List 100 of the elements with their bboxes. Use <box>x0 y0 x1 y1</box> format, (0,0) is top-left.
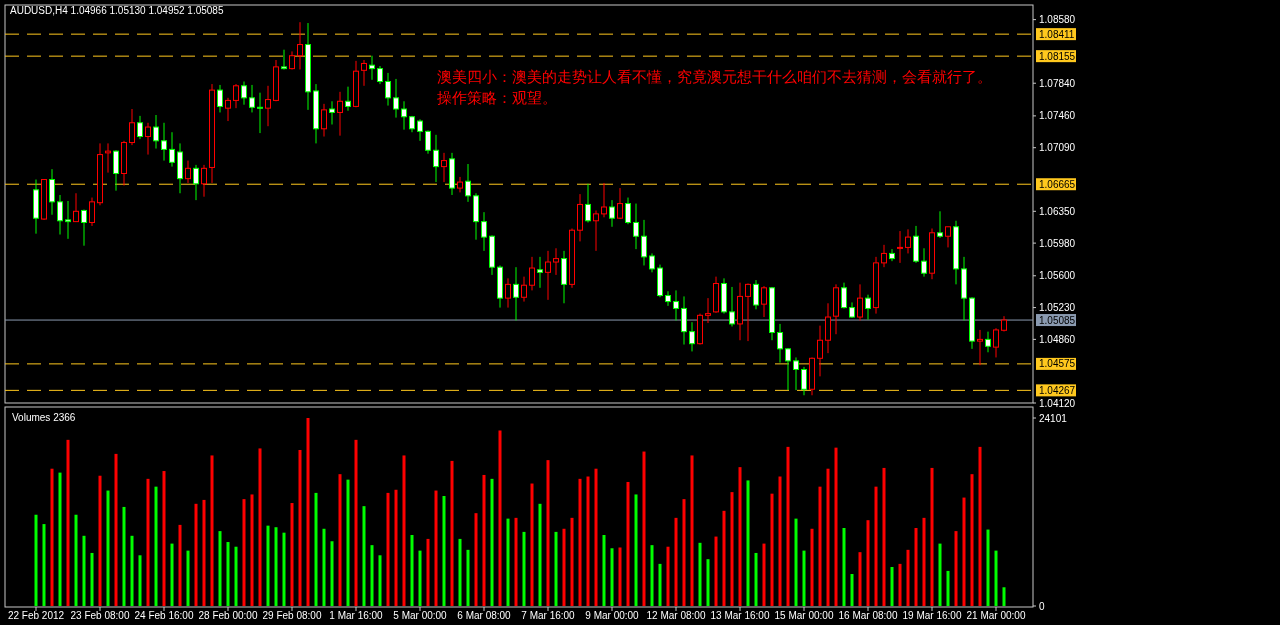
candlestick <box>129 108 135 146</box>
candlestick <box>889 248 895 262</box>
bar <box>682 499 686 606</box>
candlestick <box>169 131 175 168</box>
candlestick <box>681 295 687 346</box>
candlestick <box>369 55 375 81</box>
bar <box>426 538 430 606</box>
bar <box>938 543 942 606</box>
bar <box>562 528 566 606</box>
candlestick <box>665 290 671 307</box>
bar <box>786 446 790 606</box>
ref-line-label: 1.05085 <box>1039 314 1076 326</box>
candlestick <box>105 142 111 174</box>
candlestick <box>673 289 679 321</box>
candlestick <box>857 283 863 321</box>
bar <box>874 486 878 606</box>
bar <box>298 449 302 606</box>
bar <box>618 547 622 606</box>
x-tick-label: 21 Mar 00:00 <box>966 610 1026 621</box>
y-tick-label: 1.05600 <box>1039 270 1076 282</box>
candlestick <box>345 86 351 112</box>
bar <box>210 455 214 606</box>
bar <box>106 490 110 606</box>
candlestick <box>945 226 951 248</box>
bar <box>986 529 990 606</box>
candlestick <box>137 115 143 140</box>
candlestick <box>153 114 159 150</box>
y-tick-label: 1.05230 <box>1039 302 1076 314</box>
y-tick-label: 24101 <box>1039 412 1068 424</box>
bar <box>306 418 310 606</box>
candlestick <box>393 78 399 119</box>
candlestick <box>905 228 911 254</box>
bar <box>434 490 438 606</box>
y-tick-label: 1.08580 <box>1039 14 1076 26</box>
bar <box>186 550 190 606</box>
bar <box>578 478 582 606</box>
candlestick <box>865 294 871 321</box>
x-tick-label: 6 Mar 08:00 <box>457 610 512 621</box>
bar <box>554 531 558 606</box>
bar <box>362 506 366 606</box>
bar <box>586 476 590 606</box>
bar <box>370 545 374 606</box>
chart-title: AUDUSD,H4 1.04966 1.05130 1.04952 1.05085 <box>10 5 224 16</box>
candlestick <box>801 366 807 396</box>
y-tick-label: 1.07090 <box>1039 142 1076 154</box>
bar <box>394 489 398 606</box>
x-tick-label: 7 Mar 16:00 <box>521 610 576 621</box>
candlestick <box>233 83 239 109</box>
candlestick <box>529 256 535 291</box>
bar <box>778 476 782 606</box>
candlestick <box>241 81 247 106</box>
bar <box>610 548 614 606</box>
candlestick <box>361 59 367 87</box>
x-tick-label: 12 Mar 08:00 <box>646 610 706 621</box>
x-tick-label: 24 Feb 16:00 <box>134 610 194 621</box>
candlestick <box>433 134 439 183</box>
bar <box>690 455 694 606</box>
bar <box>466 549 470 606</box>
bar <box>842 528 846 606</box>
candlestick <box>465 163 471 203</box>
bar <box>802 550 806 606</box>
bar <box>906 549 910 606</box>
y-tick-label: 1.07460 <box>1039 110 1076 122</box>
y-tick-label: 1.04860 <box>1039 333 1076 345</box>
candlestick <box>985 331 991 353</box>
bar <box>34 514 38 606</box>
candlestick <box>705 297 711 324</box>
candlestick <box>537 256 543 289</box>
bar <box>402 455 406 606</box>
candlestick <box>841 282 847 309</box>
ref-line-label: 1.08411 <box>1039 28 1075 40</box>
candlestick <box>897 230 903 264</box>
bar <box>962 497 966 606</box>
bar <box>282 532 286 606</box>
candlestick <box>761 285 767 318</box>
candlestick <box>89 197 95 227</box>
bar <box>546 460 550 606</box>
bar <box>442 496 446 606</box>
bar <box>626 481 630 606</box>
bar <box>202 499 206 606</box>
candlestick <box>825 302 831 354</box>
x-tick-label: 29 Feb 08:00 <box>262 610 322 621</box>
annotation: 澳美四小：澳美的走势让人看不懂，究竟澳元想干什么咱们不去猜测，会看就行了。 <box>437 69 992 85</box>
bar <box>114 453 118 606</box>
y-tick-label: 1.05980 <box>1039 237 1076 249</box>
candlestick <box>265 85 271 127</box>
candlestick <box>65 200 71 240</box>
bar <box>322 528 326 606</box>
bar <box>506 518 510 606</box>
candlestick <box>337 91 343 137</box>
candlestick <box>201 164 207 198</box>
bar <box>818 486 822 606</box>
bar <box>978 446 982 606</box>
bar <box>154 486 158 606</box>
x-tick-label: 22 Feb 2012 <box>7 610 65 621</box>
candlestick <box>729 286 735 327</box>
bar <box>386 492 390 606</box>
bar <box>514 517 518 606</box>
x-tick-label: 15 Mar 00:00 <box>774 610 834 621</box>
candlestick <box>505 277 511 309</box>
